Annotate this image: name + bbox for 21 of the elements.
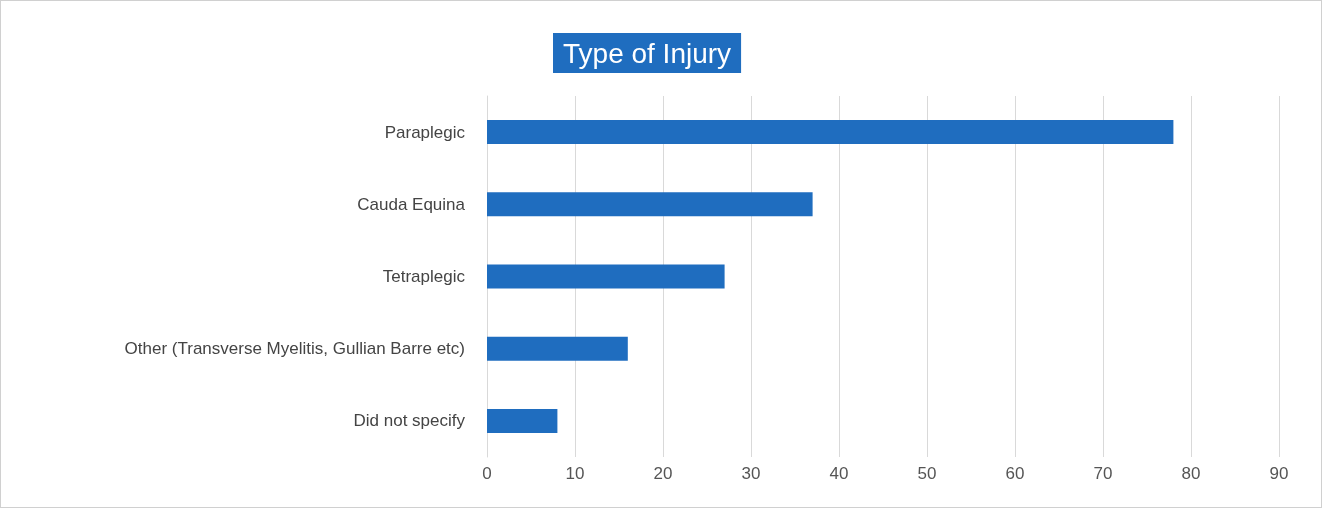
y-tick-label: Paraplegic <box>384 122 466 142</box>
bar <box>487 120 1174 145</box>
bar <box>487 336 628 361</box>
x-tick-label: 20 <box>653 464 673 483</box>
x-tick-label: 10 <box>565 464 585 483</box>
x-tick-label: 60 <box>1005 464 1025 483</box>
x-tick-label: 30 <box>741 464 761 483</box>
y-tick-label: Did not specify <box>353 411 466 431</box>
bar <box>487 264 725 289</box>
y-tick-label: Tetraplegic <box>382 267 466 286</box>
chart-title: Type of Injury <box>563 37 732 69</box>
x-tick-label: 90 <box>1269 464 1289 483</box>
x-tick-label: 50 <box>917 464 937 483</box>
y-tick-label: Other (Transverse Myelitis, Gullian Barre etc) <box>124 339 465 359</box>
bar <box>487 192 813 217</box>
bar <box>487 408 558 433</box>
x-tick-label: 0 <box>482 464 492 483</box>
x-tick-label: 80 <box>1181 464 1201 483</box>
x-tick-label: 70 <box>1093 464 1113 483</box>
y-tick-label: Cauda Equina <box>357 194 466 214</box>
x-tick-label: 40 <box>829 464 849 483</box>
